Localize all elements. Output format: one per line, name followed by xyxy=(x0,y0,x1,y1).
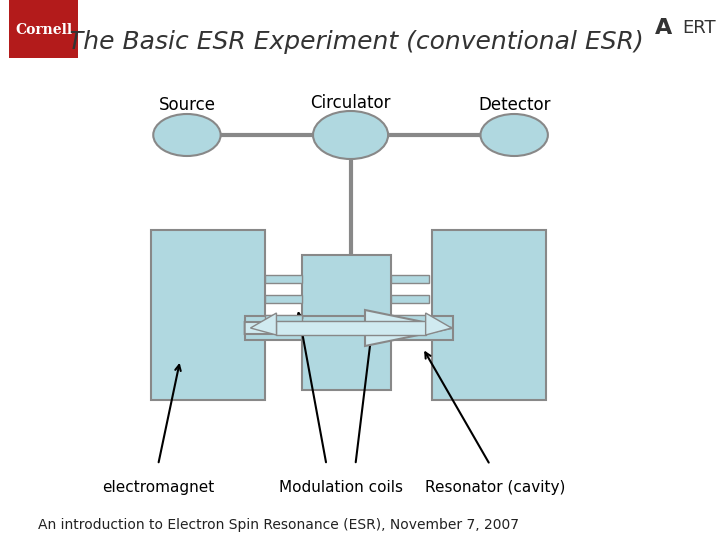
Text: The Basic ESR Experiment (conventional ESR): The Basic ESR Experiment (conventional E… xyxy=(68,30,643,54)
Bar xyxy=(391,315,428,323)
Text: A: A xyxy=(654,18,672,38)
Text: Cornell: Cornell xyxy=(15,23,72,37)
Text: Source: Source xyxy=(158,96,215,114)
Text: An introduction to Electron Spin Resonance (ESR), November 7, 2007: An introduction to Electron Spin Resonan… xyxy=(37,518,518,532)
Polygon shape xyxy=(426,313,451,335)
Polygon shape xyxy=(245,310,453,346)
Text: ERT: ERT xyxy=(683,19,716,37)
Bar xyxy=(433,230,546,400)
Bar xyxy=(302,325,391,390)
Bar xyxy=(245,316,453,340)
Ellipse shape xyxy=(313,111,388,159)
Ellipse shape xyxy=(153,114,220,156)
Polygon shape xyxy=(251,313,276,335)
Bar xyxy=(151,230,265,400)
Bar xyxy=(265,295,302,303)
Bar xyxy=(391,295,428,303)
Bar xyxy=(302,255,391,325)
Ellipse shape xyxy=(480,114,548,156)
Text: Resonator (cavity): Resonator (cavity) xyxy=(425,480,565,495)
Text: Circulator: Circulator xyxy=(310,94,391,112)
Text: electromagnet: electromagnet xyxy=(102,480,214,495)
Text: Detector: Detector xyxy=(478,96,550,114)
Bar xyxy=(265,315,302,323)
Bar xyxy=(9,0,78,58)
Bar xyxy=(265,275,302,283)
Bar xyxy=(391,275,428,283)
Text: Modulation coils: Modulation coils xyxy=(279,480,403,495)
Bar xyxy=(276,321,426,335)
